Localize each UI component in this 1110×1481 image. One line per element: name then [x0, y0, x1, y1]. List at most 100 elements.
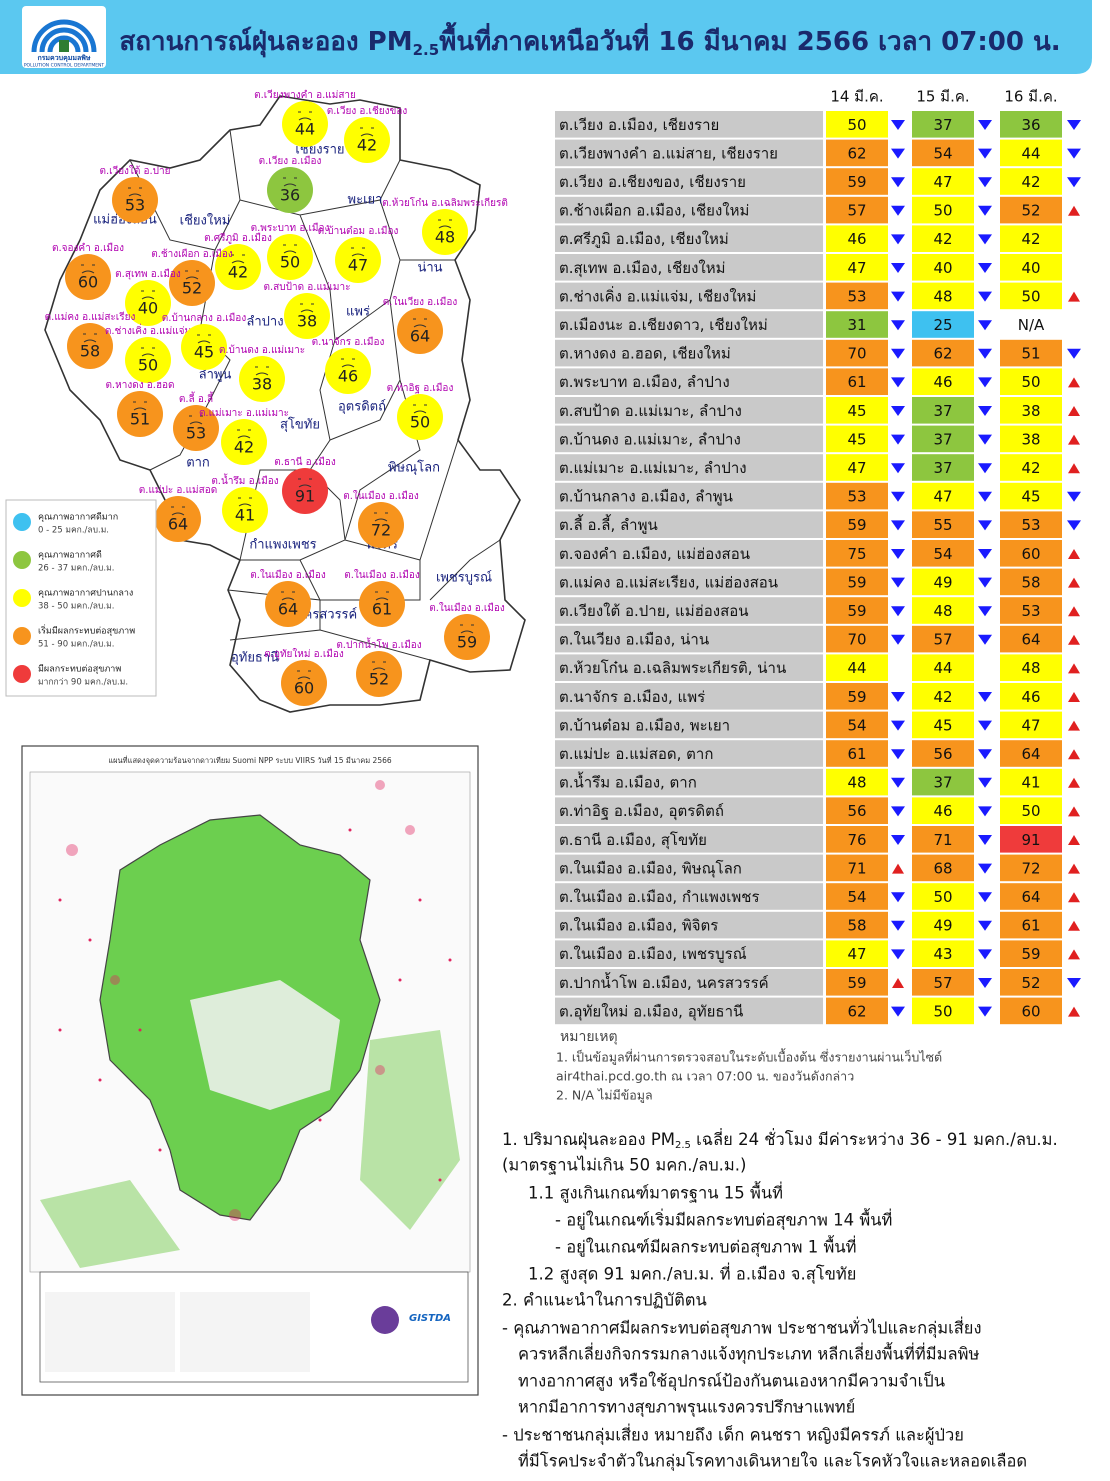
trend-down: [1067, 148, 1081, 159]
value-text: 53: [847, 287, 866, 305]
station-marker: [117, 391, 163, 437]
station-name-cell: [555, 768, 823, 796]
value-cell: [912, 511, 974, 538]
logo: กรมควบคุมมลพิษ POLLUTION CONTROL DEPARTM…: [22, 6, 106, 69]
trend-down: [1067, 177, 1081, 188]
station-label: ต.บ้านดง อ.แม่เมาะ: [219, 344, 305, 356]
station-name-cell: [555, 683, 823, 710]
value-text: 57: [933, 631, 952, 649]
value-text: 76: [847, 831, 866, 849]
province-label: ลำปาง: [246, 315, 283, 330]
value-cell: [1000, 711, 1062, 739]
station-name: ต.น้ำรึม อ.เมือง, ตาก: [559, 772, 697, 792]
value-cell: [912, 168, 974, 195]
hotspot-map-title: แผนที่แสดงจุดความร้อนจากดาวเทียม Suomi N…: [108, 755, 392, 765]
value-text: 45: [847, 430, 866, 448]
value-text: 42: [933, 230, 952, 248]
note-line: air4thai.pcd.go.th ณ เวลา 07:00 น. ของวั…: [556, 1069, 854, 1084]
summary: 1. ปริมาณฝุ่นละออง PM2.5 เฉลี่ย 24 ชั่วโ…: [502, 1128, 1058, 1472]
trend-up: [1068, 835, 1080, 845]
value-cell: [826, 111, 888, 138]
province-label: อุตรดิตถ์: [338, 399, 386, 415]
station-value: 50: [280, 253, 300, 272]
value-cell: [1000, 196, 1062, 224]
value-cell: [1000, 826, 1062, 853]
station-name-cell: [555, 654, 823, 681]
trend-down: [978, 577, 992, 588]
value-text: 49: [933, 917, 952, 935]
trend-down: [1067, 348, 1081, 359]
value-text: 57: [933, 974, 952, 992]
value-cell: [826, 454, 888, 481]
value-text: 57: [847, 202, 866, 220]
value-cell: [912, 196, 974, 224]
trend-down: [978, 920, 992, 931]
station-marker: [282, 468, 328, 514]
station-face: [238, 497, 252, 507]
station-marker: [181, 324, 227, 370]
station-name: ต.แม่เมาะ อ.แม่เมาะ, ลำปาง: [559, 459, 747, 477]
value-text: 64: [1021, 888, 1040, 906]
value-cell: [826, 940, 888, 967]
station-value: 59: [457, 633, 477, 652]
station-face: [255, 366, 269, 376]
province-label: พะเยา: [348, 193, 383, 208]
station-name-cell: [555, 625, 823, 653]
trend-down: [891, 835, 905, 845]
trend-down: [891, 263, 905, 273]
summary-line: ที่มีโรคประจำตัวในกลุ่มโรคทางเดินหายใจ แ…: [518, 1450, 1027, 1472]
value-cell: [1000, 969, 1062, 996]
station-marker: [125, 280, 171, 326]
value-cell: [1000, 454, 1062, 481]
station-face: [413, 318, 427, 328]
trend-up: [1068, 205, 1080, 216]
station-label: ต.อุทัยใหม่ อ.เมือง: [264, 648, 344, 660]
station-face: [283, 244, 297, 254]
value-cell: [1000, 397, 1062, 424]
trend-down: [1067, 120, 1081, 130]
value-text: 43: [933, 945, 952, 963]
station-marker: [125, 337, 171, 383]
value-cell: [826, 397, 888, 424]
station-value: 72: [371, 521, 391, 540]
trend-up: [1068, 806, 1080, 817]
station-value: 50: [138, 356, 158, 375]
value-text: 48: [847, 774, 866, 792]
value-cell: [1000, 311, 1062, 338]
trend-down: [978, 1006, 992, 1017]
logo-english: POLLUTION CONTROL DEPARTMENT: [24, 63, 105, 69]
station-name: ต.ลี้ อ.ลี้, ลำพูน: [559, 514, 658, 534]
station-value: 38: [297, 312, 317, 331]
trend-down: [978, 234, 992, 245]
province-label: อุทัยธานี: [231, 650, 279, 666]
value-text: 45: [1021, 488, 1040, 506]
station-name: ต.หางดง อ.ฮอด, เชียงใหม่: [559, 345, 731, 363]
value-cell: [912, 111, 974, 138]
summary-line: 1.1 สูงเกินเกณฑ์มาตรฐาน 15 พื้นที่: [528, 1181, 783, 1204]
value-cell: [912, 969, 974, 996]
trend-down: [978, 692, 992, 702]
value-cell: [826, 425, 888, 453]
trend-down: [978, 978, 992, 988]
value-cell: [1000, 168, 1062, 195]
station-name-cell: [555, 740, 823, 767]
value-text: 37: [933, 459, 952, 477]
trend-down: [891, 949, 905, 960]
value-text: 50: [933, 202, 952, 220]
station-value: 42: [234, 438, 254, 457]
value-cell: [1000, 997, 1062, 1025]
station-name: ต.เวียงพางคำ อ.แม่สาย, เชียงราย: [559, 144, 778, 162]
station-face: [298, 478, 312, 488]
station-value: 41: [235, 506, 255, 525]
station-value: 48: [435, 228, 455, 247]
trend-up: [1068, 777, 1080, 788]
station-face: [189, 415, 203, 425]
value-text: 48: [933, 287, 952, 305]
trend-down: [978, 892, 992, 903]
trend-up: [1068, 634, 1080, 645]
value-cell: [826, 768, 888, 796]
value-cell: [826, 654, 888, 681]
value-text: 47: [1021, 716, 1040, 734]
summary-text: เฉลี่ย 24 ชั่วโมง มีค่าระหว่าง 36 - 91 ม…: [691, 1128, 1058, 1149]
summary-line: - อยู่ในเกณฑ์เริ่มมีผลกระทบต่อสุขภาพ 14 …: [555, 1208, 892, 1231]
